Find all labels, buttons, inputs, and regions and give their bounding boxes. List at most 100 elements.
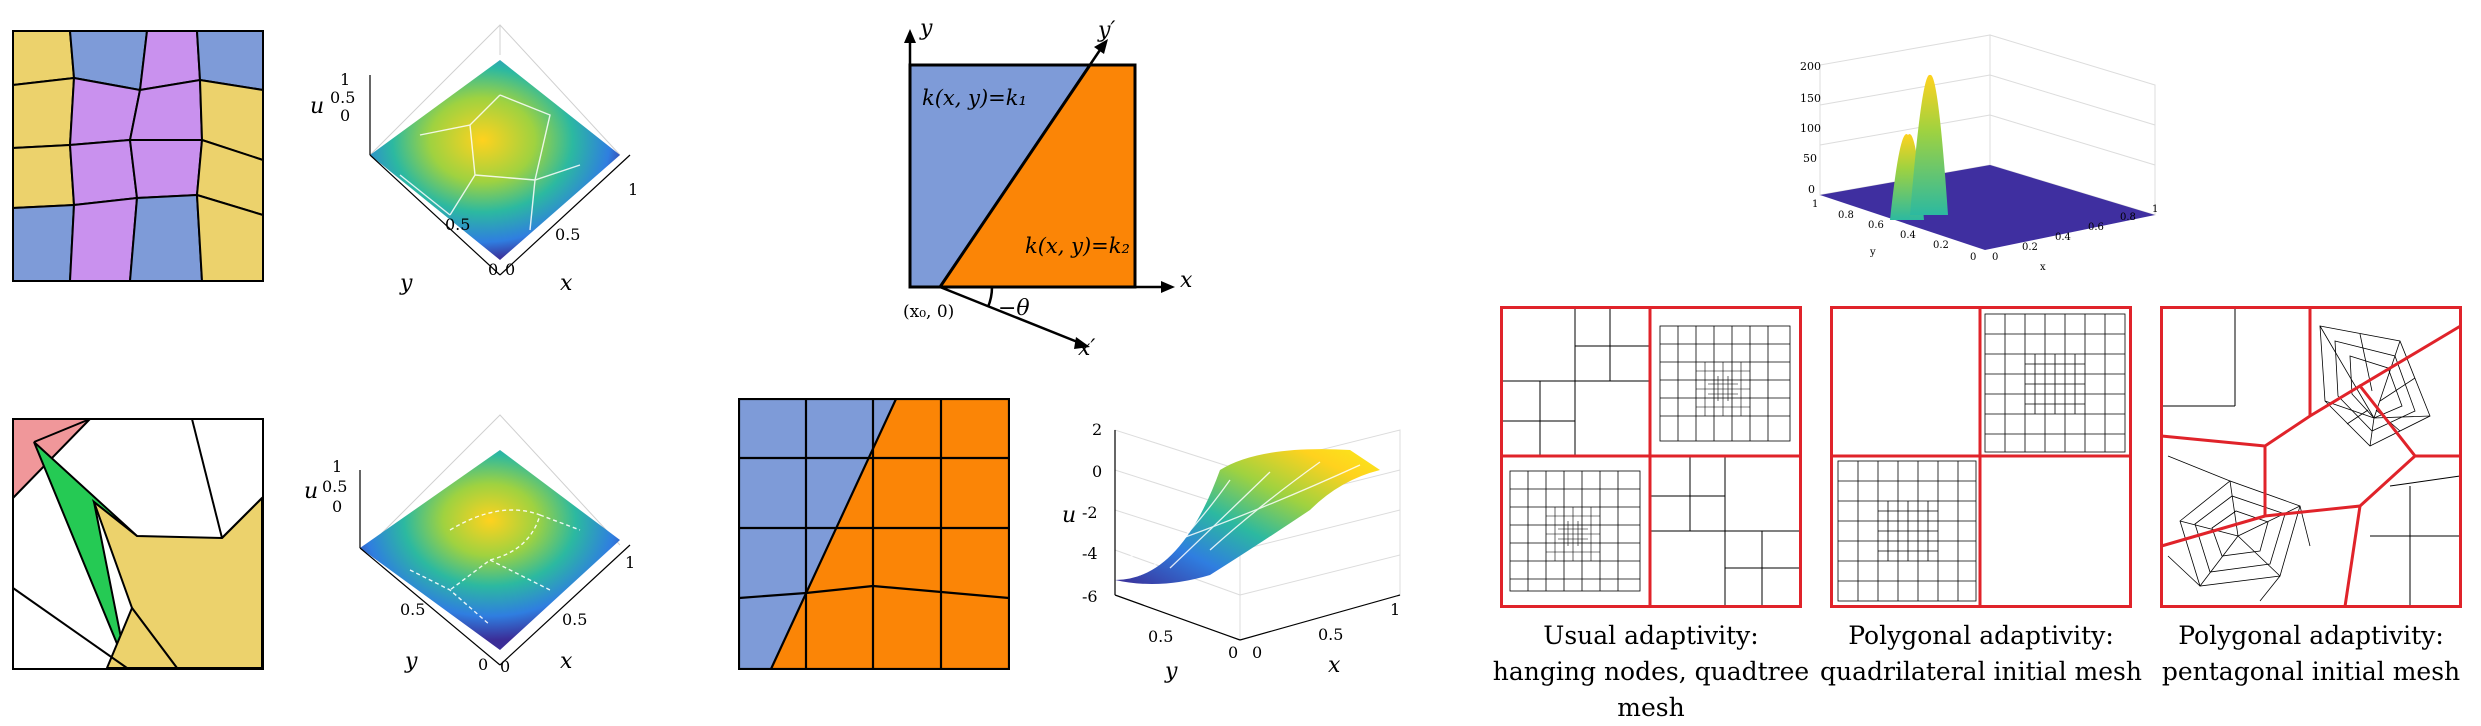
x-tick-label: 0: [1992, 252, 1998, 263]
pentagonal-adaptive-mesh: [2160, 306, 2462, 608]
x-tick-label: 0.4: [2055, 232, 2071, 243]
surface-mesh: [1115, 449, 1380, 584]
region-k1: [910, 65, 1090, 287]
caption-line: quadrilateral initial mesh: [1820, 657, 2142, 686]
caption-quadrilateral: Polygonal adaptivity: quadrilateral init…: [1810, 618, 2152, 690]
mesh-cell: [68, 196, 139, 282]
y-tick-label: 1: [1812, 199, 1818, 210]
y-tick-label: 0.5: [400, 600, 425, 619]
u-tick-label: -4: [1082, 544, 1098, 563]
y-tick-label: 0.2: [1933, 240, 1949, 251]
coarse-mesh-lines: [2160, 306, 2462, 608]
angle-label: −θ: [998, 296, 1030, 321]
x-axis-label: x: [1180, 268, 1193, 293]
domain-diagram: y x y′ x′ k(x, y)=k₁ k(x, y)=k₂ (x₀, 0) …: [880, 15, 1210, 361]
y-tick-label: 0.5: [1148, 627, 1173, 646]
x-tick-label: 0: [505, 260, 515, 279]
region-k2-label: k(x, y)=k₂: [1025, 234, 1130, 258]
origin-label: (x₀, 0): [903, 302, 954, 322]
x-tick-label: 0: [1252, 643, 1262, 662]
z-tick-label: 100: [1800, 122, 1821, 135]
z-tick-label: 200: [1800, 60, 1821, 73]
caption-quadtree: Usual adaptivity: hanging nodes, quadtre…: [1480, 618, 1822, 726]
u-tick-label: 0.5: [330, 88, 355, 107]
surface-plot-2: 1 0.5 0 u 0.5 0 0 0.5 1 y x: [300, 400, 640, 690]
u-tick-label: 1: [340, 70, 350, 89]
x-axis-label: x: [560, 271, 573, 296]
mesh-cell: [195, 193, 264, 282]
quadrilateral-adaptive-mesh: [1830, 306, 2132, 608]
quadtree-mesh: [1500, 306, 1802, 608]
mesh-cell: [12, 203, 76, 282]
x-tick-label: 1: [628, 180, 638, 199]
coarse-mesh-lines: [1500, 306, 1802, 608]
y-prime-axis: [938, 46, 1104, 288]
y-axis-label: y: [919, 16, 933, 41]
mesh-cell: [128, 78, 204, 141]
voronoi-mesh-panel: [12, 30, 264, 282]
caption-line: Polygonal adaptivity:: [2178, 621, 2444, 650]
peaks-base: [1820, 165, 2155, 250]
y-prime-label: y′: [1097, 18, 1115, 43]
y-tick-label: 0: [488, 260, 498, 279]
y-axis-label: y: [1869, 247, 1876, 258]
x-tick-label: 1: [2152, 204, 2158, 215]
x-axis-label: x: [1328, 653, 1341, 678]
angle-arc: [986, 286, 994, 308]
region-k2: [940, 65, 1135, 287]
x-axis-label: x: [2040, 262, 2046, 273]
region-k1-label: k(x, y)=k₁: [922, 86, 1027, 110]
y-axis-label: y: [1164, 659, 1178, 684]
y-tick-label: 0: [478, 655, 488, 674]
mesh-cell: [12, 76, 76, 150]
x-tick-label: 0.6: [2088, 222, 2104, 233]
surface-mesh: [370, 60, 620, 260]
refined-cluster-top: [2319, 325, 2431, 447]
mesh-cell: [12, 30, 76, 87]
x-axis-label: x: [560, 649, 573, 674]
caption-line: pentagonal initial mesh: [2161, 657, 2461, 686]
y-axis-label: y: [399, 271, 413, 296]
x-tick-label: 1: [1390, 600, 1400, 619]
surface-plot-1: 1 0.5 0 u 0.5 0 0 0.5 1 y x: [300, 15, 640, 305]
u-tick-label: 2: [1092, 420, 1102, 439]
y-tick-label: 0.8: [1838, 210, 1854, 221]
u-axis-label: u: [1062, 503, 1076, 528]
y-tick-label: 0: [1970, 252, 1976, 263]
mesh-cell: [128, 139, 204, 200]
x-tick-label: 0.2: [2022, 242, 2038, 253]
u-tick-label: 0.5: [322, 477, 347, 496]
y-tick-label: 0.4: [1900, 230, 1916, 241]
u-axis-label: u: [310, 94, 324, 119]
x-tick-label: 0.5: [562, 610, 587, 629]
x-tick-label: 0.5: [555, 225, 580, 244]
quad-grid-interface: [737, 397, 1011, 671]
u-tick-label: 1: [332, 457, 342, 476]
refined-cluster-bottom: [1509, 470, 1641, 592]
u-tick-label: 0: [340, 106, 350, 125]
peaks-plot: 200 150 100 50 0 1 0.8 0.6 0.4 0.2 0 0 0…: [1800, 15, 2170, 280]
y-tick-label: 0: [1228, 643, 1238, 662]
peak-right: [1910, 74, 1948, 215]
u-tick-label: 0: [332, 497, 342, 516]
refined-cluster-bottom: [1837, 460, 1977, 602]
caption-line: hanging nodes, quadtree mesh: [1492, 657, 1810, 722]
y-axis-label: y: [404, 649, 418, 674]
u-tick-label: 0: [1092, 462, 1102, 481]
mesh-cell: [68, 76, 142, 147]
x-tick-label: 0: [500, 657, 510, 676]
surface-plot-3: 2 0 -2 -4 -6 u 0.5 0 0 0.5 1 y x: [1060, 410, 1420, 695]
x-tick-label: 0.5: [1318, 625, 1343, 644]
mesh-cell: [68, 138, 139, 207]
caption-line: Usual adaptivity:: [1543, 621, 1759, 650]
z-tick-label: 50: [1803, 152, 1817, 165]
caption-pentagonal: Polygonal adaptivity: pentagonal initial…: [2140, 618, 2481, 690]
yellow-region: [105, 606, 179, 669]
z-tick-label: 150: [1800, 92, 1821, 105]
x-prime-label: x′: [1078, 336, 1095, 360]
surface-mesh: [360, 450, 620, 650]
x-tick-label: 1: [625, 553, 635, 572]
x-tick-label: 0.8: [2120, 212, 2136, 223]
u-tick-label: -2: [1082, 503, 1098, 522]
x-prime-axis: [939, 285, 1081, 345]
